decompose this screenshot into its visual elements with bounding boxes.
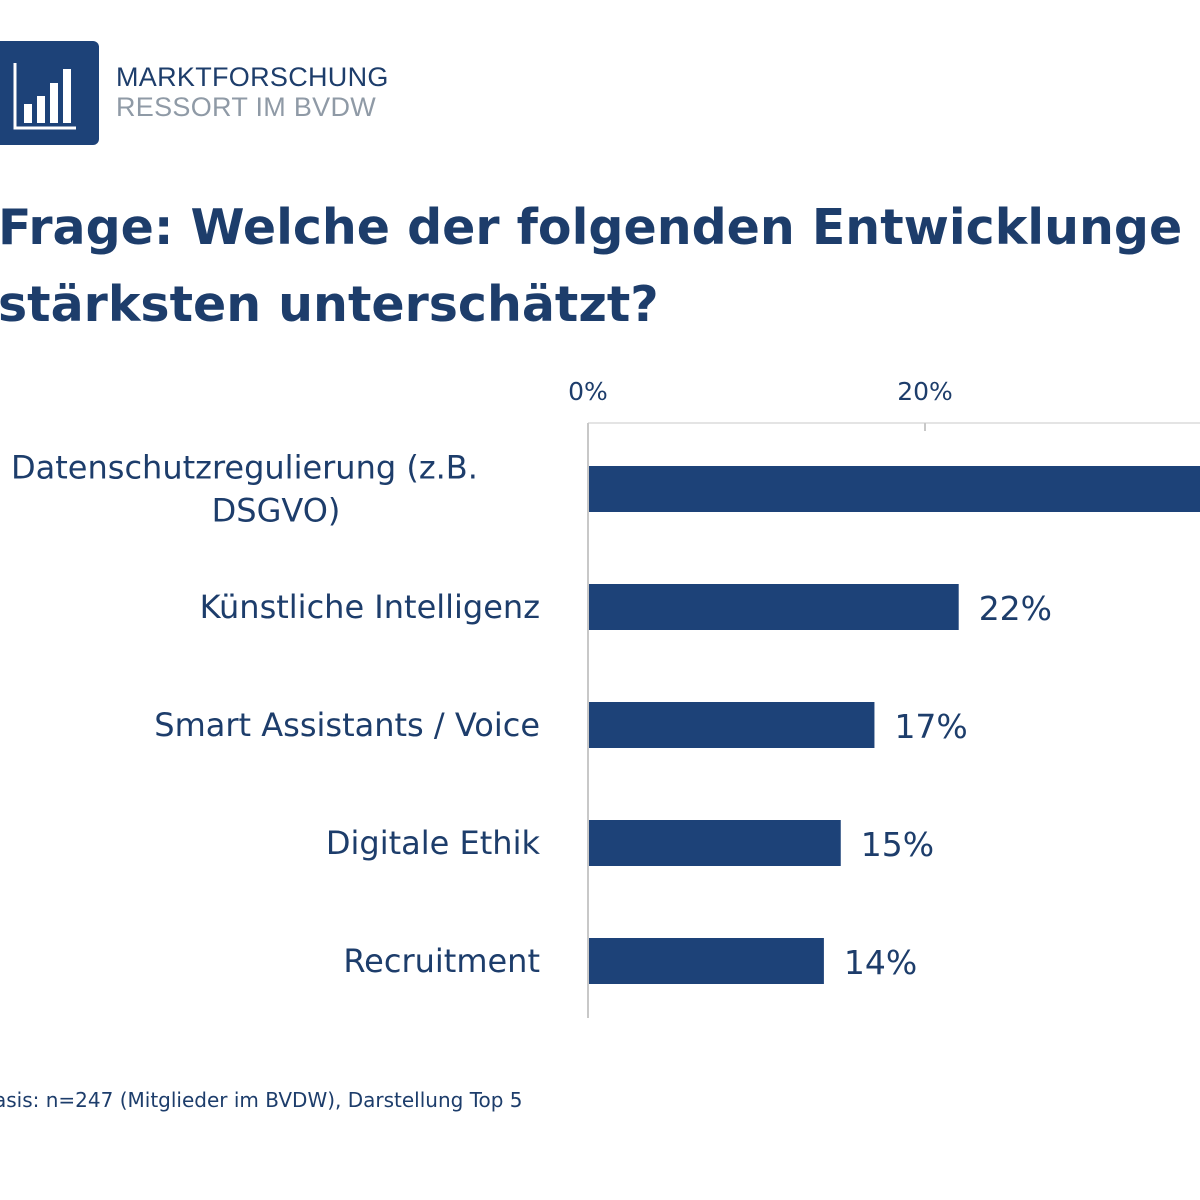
bar-chart-logo-icon bbox=[13, 63, 76, 130]
brand-subline: RESSORT IM BVDW bbox=[116, 92, 377, 122]
value-label: 22% bbox=[979, 589, 1052, 628]
question-title-line-2: stärksten unterschätzt? bbox=[0, 276, 659, 333]
category-label: Smart Assistants / Voice bbox=[154, 706, 540, 744]
bar bbox=[589, 702, 875, 748]
category-label: Recruitment bbox=[343, 942, 540, 980]
brand-logo bbox=[0, 41, 99, 145]
bar bbox=[589, 466, 1200, 512]
bar bbox=[589, 820, 841, 866]
bar bbox=[589, 938, 824, 984]
x-tick-label: 0% bbox=[568, 377, 608, 406]
question-title-line-1: Frage: Welche der folgenden Entwicklunge bbox=[0, 199, 1183, 256]
value-label: 14% bbox=[844, 943, 917, 982]
value-label: 17% bbox=[894, 707, 967, 746]
footnote: asis: n=247 (Mitglieder im BVDW), Darste… bbox=[0, 1088, 523, 1112]
category-label: Künstliche Intelligenz bbox=[200, 588, 540, 626]
category-label: DSGVO) bbox=[212, 492, 341, 530]
category-label: Datenschutzregulierung (z.B. bbox=[11, 449, 478, 487]
value-label: 15% bbox=[861, 825, 934, 864]
brand-name: MARKTFORSCHUNG bbox=[116, 62, 389, 92]
x-tick-label: 20% bbox=[897, 377, 953, 406]
bar bbox=[589, 584, 959, 630]
category-label: Digitale Ethik bbox=[326, 824, 541, 862]
